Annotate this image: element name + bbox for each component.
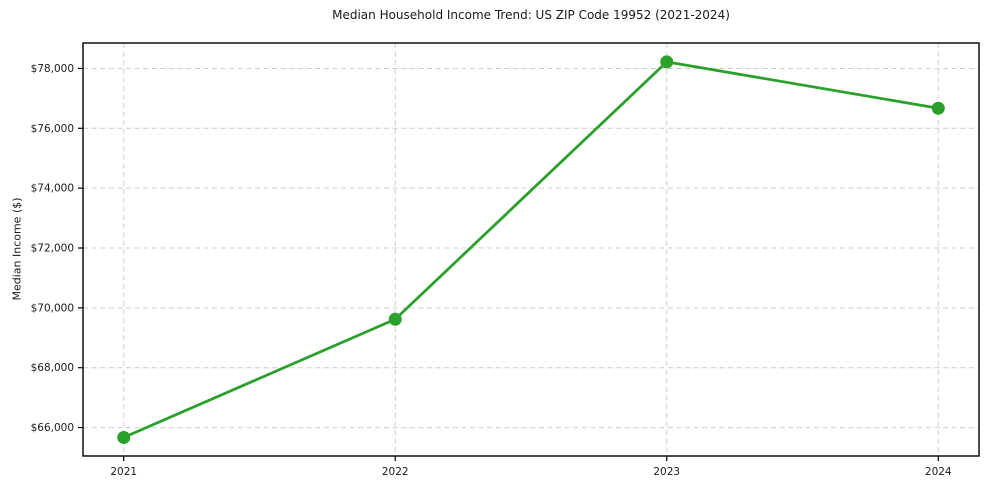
data-point-marker [931,101,945,115]
y-tick-label: $68,000 [31,362,74,374]
chart-title: Median Household Income Trend: US ZIP Co… [332,8,730,22]
y-tick-label: $66,000 [31,422,74,434]
x-tick-label: 2022 [382,466,409,478]
data-point-marker [660,55,674,69]
x-tick-label: 2023 [653,466,680,478]
data-point-marker [117,430,131,444]
y-tick-label: $70,000 [31,302,74,314]
income-trend-line [122,60,940,439]
y-tick-label: $76,000 [31,123,74,135]
data-point-marker [388,312,402,326]
x-tick-label: 2021 [110,466,137,478]
x-tick-label: 2024 [925,466,952,478]
y-tick-label: $74,000 [31,183,74,195]
y-tick-label: $78,000 [31,63,74,75]
plot-border [82,42,980,457]
y-tick-label: $72,000 [31,243,74,255]
